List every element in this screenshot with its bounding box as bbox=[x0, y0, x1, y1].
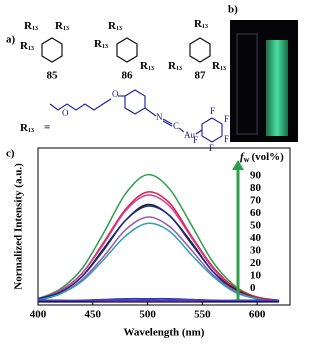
substituent-subscript: 13 bbox=[202, 24, 208, 30]
substituent-symbol: R bbox=[194, 18, 203, 30]
benzene bbox=[116, 37, 138, 63]
substituent-subscript: 13 bbox=[220, 66, 226, 72]
substituent: R13 bbox=[20, 122, 34, 135]
spectrum-line bbox=[38, 299, 280, 302]
substituent-symbol: R bbox=[108, 20, 117, 32]
substituent: R13 bbox=[194, 18, 208, 31]
pentafluorophenyl bbox=[201, 117, 223, 143]
legend-arrowhead bbox=[232, 160, 244, 170]
x-axis-label: Wavelength (nm) bbox=[124, 327, 205, 339]
atom: F bbox=[224, 134, 229, 144]
atom: N bbox=[156, 112, 163, 122]
legend-entry: 10 bbox=[250, 270, 262, 282]
cuvette-dark bbox=[236, 33, 258, 135]
bond bbox=[144, 107, 157, 117]
spectrum-line bbox=[38, 297, 280, 302]
equals: = bbox=[44, 122, 50, 134]
panel-label: a) bbox=[6, 34, 16, 46]
legend-title-subscript: w bbox=[244, 155, 250, 164]
x-tick-label: 550 bbox=[194, 309, 211, 321]
spectrum-line bbox=[37, 216, 280, 303]
compound-number: 86 bbox=[122, 70, 134, 82]
substituent-symbol: R bbox=[20, 40, 29, 52]
spectrum-line bbox=[37, 222, 280, 303]
panel-label: c) bbox=[6, 148, 15, 160]
substituent-subscript: 13 bbox=[102, 44, 108, 50]
atom: F bbox=[210, 106, 215, 116]
substituent-subscript: 13 bbox=[28, 128, 34, 134]
bond bbox=[162, 120, 173, 127]
substituent: R13 bbox=[55, 20, 69, 33]
substituent-symbol: R bbox=[140, 60, 149, 72]
legend-entry: 20 bbox=[250, 257, 262, 269]
legend-title: fw (vol%) bbox=[240, 151, 284, 164]
atom: C bbox=[173, 121, 179, 131]
phenyl bbox=[124, 89, 146, 115]
atom: Au bbox=[184, 130, 195, 140]
legend-entry: 0 bbox=[250, 282, 256, 294]
bond bbox=[178, 127, 185, 133]
substituent-subscript: 13 bbox=[176, 66, 182, 72]
benzene bbox=[41, 37, 63, 63]
substituent-symbol: R bbox=[55, 20, 64, 32]
y-axis-label: Normalized Intensity (a.u.) bbox=[13, 163, 25, 290]
substituent-subscript: 13 bbox=[116, 26, 122, 32]
compound-number: 87 bbox=[195, 70, 207, 82]
legend-entry: 30 bbox=[250, 245, 262, 257]
legend-entry: 80 bbox=[250, 182, 262, 194]
plot-frame bbox=[37, 147, 291, 306]
x-tick-label: 400 bbox=[30, 309, 47, 321]
legend-entry: 40 bbox=[250, 232, 262, 244]
substituent-subscript: 13 bbox=[63, 26, 69, 32]
legend-title-symbol: f bbox=[240, 151, 245, 163]
benzene bbox=[189, 37, 211, 63]
legend-entry: 50 bbox=[250, 220, 262, 232]
compound-number: 85 bbox=[47, 70, 59, 82]
legend-entry: 60 bbox=[250, 207, 262, 219]
substituent-symbol: R bbox=[24, 20, 33, 32]
legend-entry: 90 bbox=[250, 170, 262, 182]
atom: O bbox=[62, 108, 69, 118]
substituent-subscript: 13 bbox=[32, 26, 38, 32]
substituent: R13 bbox=[168, 60, 182, 73]
substituent: R13 bbox=[108, 20, 122, 33]
atom: F bbox=[193, 135, 198, 145]
substituent: R13 bbox=[94, 38, 108, 51]
substituent-symbol: R bbox=[212, 60, 221, 72]
panel-label: b) bbox=[228, 4, 238, 16]
legend-title-unit: (vol%) bbox=[251, 151, 284, 163]
spectrum-line bbox=[37, 194, 280, 302]
chain bbox=[49, 98, 112, 111]
substituent-subscript: 13 bbox=[148, 66, 154, 72]
substituent-symbol: R bbox=[20, 122, 29, 134]
bond bbox=[195, 129, 203, 135]
x-tick-label: 450 bbox=[85, 309, 102, 321]
substituent-subscript: 13 bbox=[28, 46, 34, 52]
legend-entry: 70 bbox=[250, 195, 262, 207]
substituent-symbol: R bbox=[94, 38, 103, 50]
substituent-symbol: R bbox=[168, 60, 177, 72]
bond bbox=[162, 118, 173, 125]
substituent: R13 bbox=[20, 40, 34, 53]
substituent: R13 bbox=[212, 60, 226, 73]
x-tick-label: 500 bbox=[139, 309, 156, 321]
substituent: R13 bbox=[140, 60, 154, 73]
atom: O bbox=[112, 89, 119, 99]
cuvette-glowing bbox=[266, 40, 288, 136]
atom: F bbox=[224, 114, 229, 124]
x-tick-label: 600 bbox=[249, 309, 266, 321]
substituent: R13 bbox=[24, 20, 38, 33]
